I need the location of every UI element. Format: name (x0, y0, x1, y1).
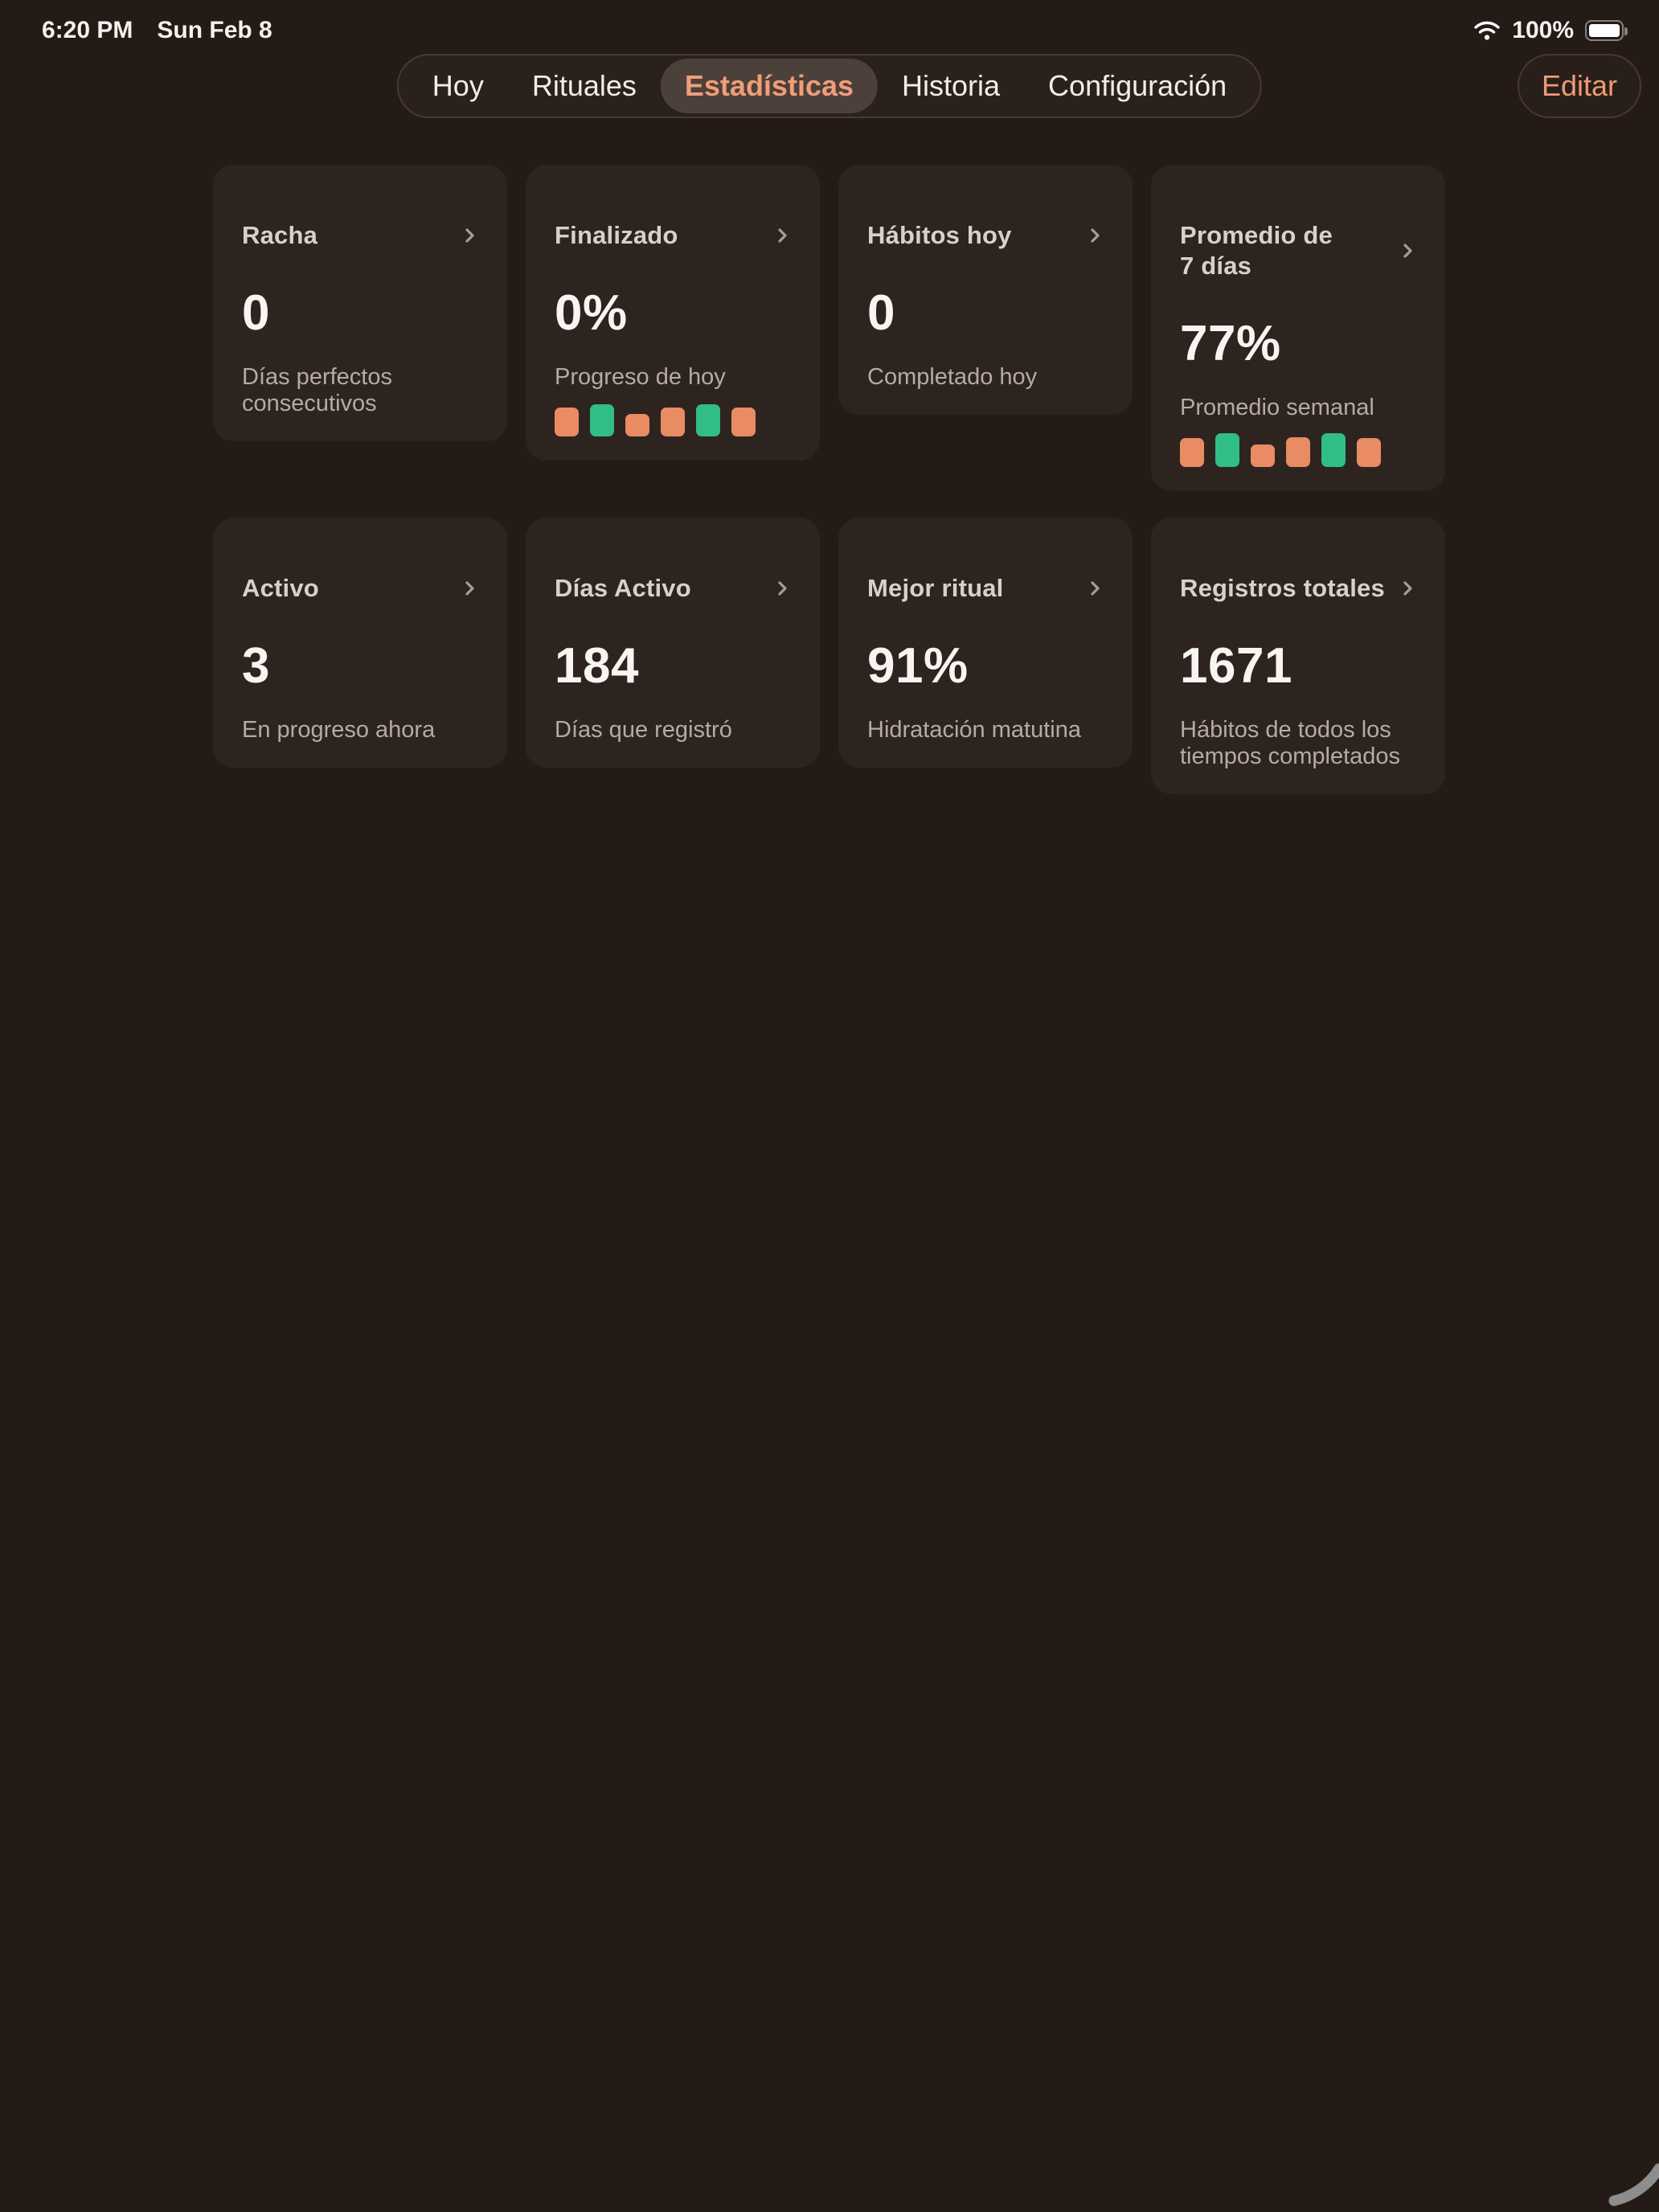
card-finalizado[interactable]: Finalizado 0% Progreso de hoy (526, 165, 820, 461)
chart-bar (1180, 438, 1204, 467)
chart-bar (1321, 433, 1346, 467)
tab-historia[interactable]: Historia (878, 59, 1024, 113)
card-value: 0 (867, 285, 895, 341)
card-mejor-ritual[interactable]: Mejor ritual 91% Hidratación matutina (838, 518, 1133, 768)
card-title: Hábitos hoy (867, 221, 1012, 249)
card-registros-totales[interactable]: Registros totales 1671 Hábitos de todos … (1151, 518, 1445, 794)
card-title: Promedio de 7 días (1180, 221, 1333, 280)
tab-estadisticas[interactable]: Estadísticas (660, 59, 879, 113)
stats-grid: Racha 0 Días perfectos consecutivos Fina… (213, 165, 1445, 794)
card-value: 0% (555, 285, 628, 341)
card-subtitle: En progreso ahora (242, 717, 436, 743)
status-date: Sun Feb 8 (157, 17, 272, 43)
card-subtitle: Días perfectos consecutivos (242, 364, 392, 416)
tab-hoy[interactable]: Hoy (408, 59, 508, 113)
card-subtitle: Promedio semanal (1180, 395, 1374, 420)
chevron-right-icon (778, 581, 787, 596)
card-racha[interactable]: Racha 0 Días perfectos consecutivos (213, 165, 507, 441)
chart-bar (625, 414, 649, 436)
chevron-right-icon (465, 228, 474, 243)
card-promedio-7-dias[interactable]: Promedio de 7 días 77% Promedio semanal (1151, 165, 1445, 491)
card-title: Finalizado (555, 221, 678, 249)
card-value: 91% (867, 638, 969, 694)
card-value: 77% (1180, 316, 1281, 371)
tab-configuracion[interactable]: Configuración (1024, 59, 1251, 113)
card-title: Mejor ritual (867, 574, 1004, 602)
status-bar: 6:20 PM Sun Feb 8 100% (0, 0, 1659, 50)
card-subtitle: Progreso de hoy (555, 364, 726, 390)
card-subtitle: Días que registró (555, 717, 732, 743)
chart-bar (1215, 433, 1239, 467)
chart-bar (696, 404, 720, 436)
chart-bar (1357, 438, 1381, 467)
card-habitos-hoy[interactable]: Hábitos hoy 0 Completado hoy (838, 165, 1133, 415)
card-subtitle: Hidratación matutina (867, 717, 1081, 743)
card-title: Registros totales (1180, 574, 1385, 602)
chart-bar (555, 408, 579, 436)
card-title: Racha (242, 221, 318, 249)
card-value: 0 (242, 285, 270, 341)
card-value: 3 (242, 638, 270, 694)
mini-bar-chart (1180, 433, 1416, 467)
chevron-right-icon (1091, 228, 1100, 243)
mini-bar-chart (555, 403, 791, 436)
corner-arc (1608, 2163, 1659, 2206)
chevron-right-icon (1403, 581, 1412, 596)
chart-bar (590, 404, 614, 436)
card-title: Activo (242, 574, 319, 602)
tab-bar: Hoy Rituales Estadísticas Historia Confi… (396, 54, 1263, 118)
chart-bar (731, 408, 756, 436)
chevron-right-icon (465, 581, 474, 596)
chevron-right-icon (1403, 244, 1412, 258)
chart-bar (661, 408, 685, 436)
battery-icon (1585, 20, 1628, 41)
edit-button[interactable]: Editar (1518, 54, 1641, 118)
card-value: 1671 (1180, 638, 1292, 694)
chart-bar (1286, 437, 1310, 467)
card-subtitle: Hábitos de todos los tiempos completados (1180, 717, 1401, 769)
card-value: 184 (555, 638, 639, 694)
battery-percent: 100% (1512, 17, 1574, 43)
card-title: Días Activo (555, 574, 691, 602)
card-dias-activo[interactable]: Días Activo 184 Días que registró (526, 518, 820, 768)
wifi-icon (1473, 20, 1501, 41)
chevron-right-icon (778, 228, 787, 243)
status-time: 6:20 PM (42, 17, 133, 43)
card-subtitle: Completado hoy (867, 364, 1038, 390)
tab-rituales[interactable]: Rituales (508, 59, 661, 113)
chart-bar (1251, 444, 1275, 467)
chevron-right-icon (1091, 581, 1100, 596)
card-activo[interactable]: Activo 3 En progreso ahora (213, 518, 507, 768)
